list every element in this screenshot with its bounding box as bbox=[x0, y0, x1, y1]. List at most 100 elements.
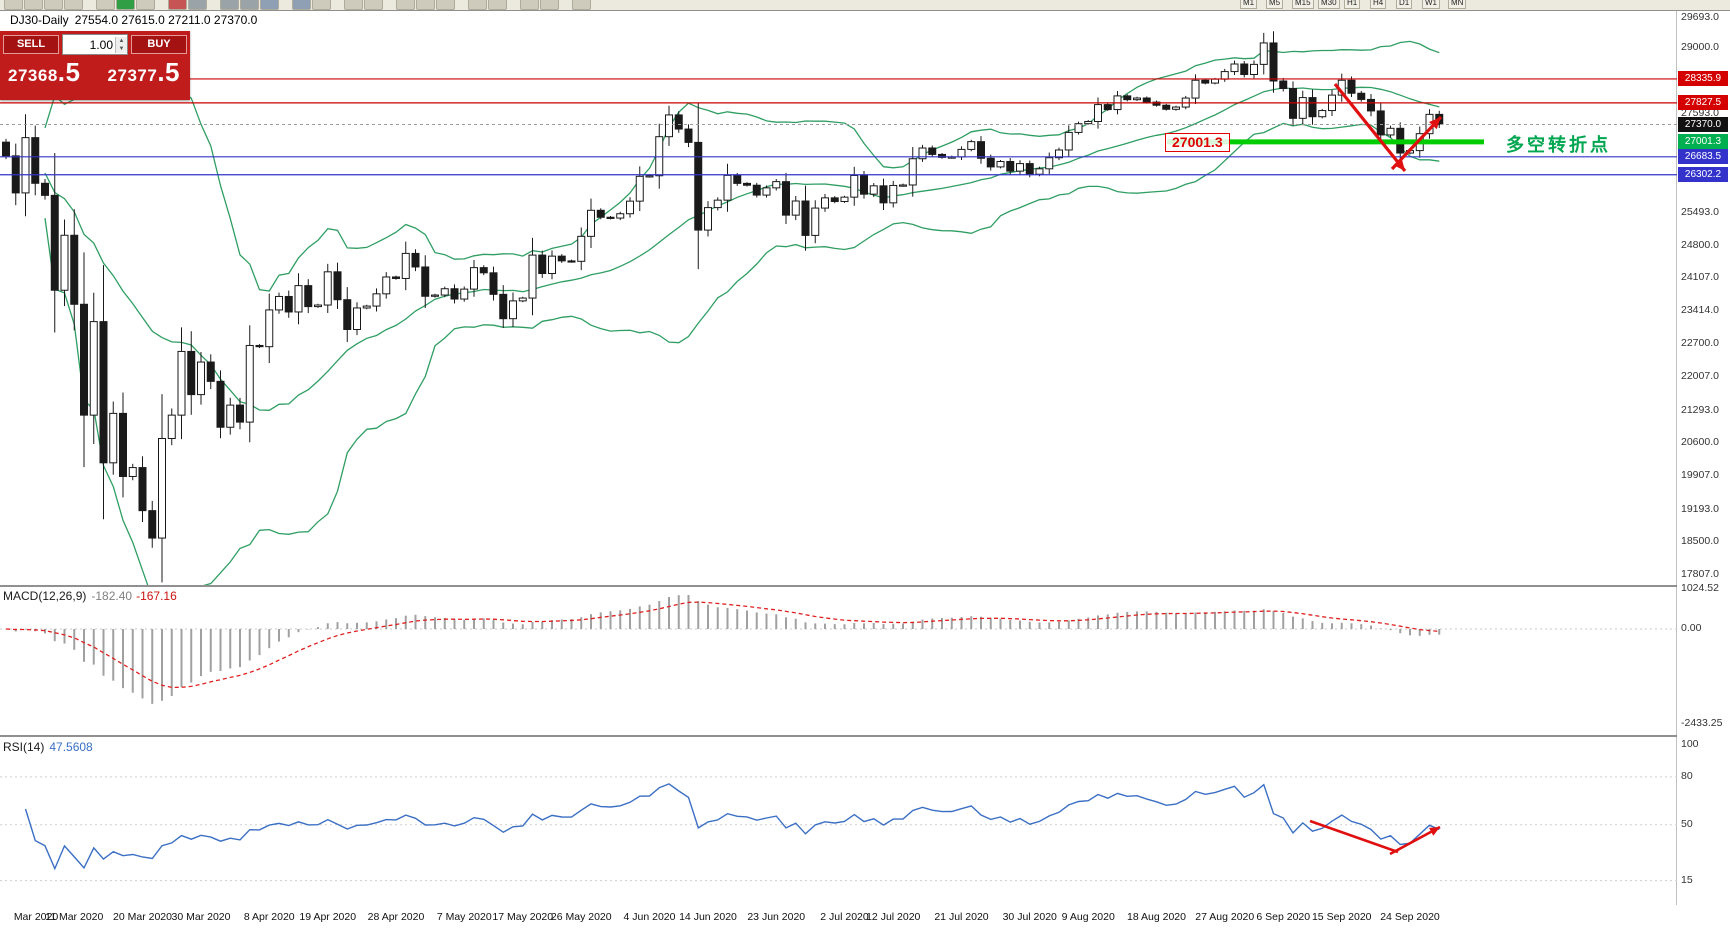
buy-button[interactable]: BUY bbox=[131, 35, 187, 54]
trend-arrow-1[interactable] bbox=[1333, 82, 1407, 173]
top-toolbar: M1 M5 M15 M30 H1 H4 D1 W1 MN bbox=[0, 0, 1730, 11]
timeframe-button-H1[interactable]: H1 bbox=[1344, 0, 1361, 9]
bollinger-middle-band bbox=[44, 86, 1440, 411]
volume-down-icon[interactable]: ▼ bbox=[116, 44, 127, 53]
arrow-tools-icon[interactable] bbox=[540, 0, 559, 10]
date-label: 11 Mar 2020 bbox=[45, 911, 104, 923]
price-badge-28335.9: 28335.9 bbox=[1678, 71, 1728, 87]
rsi-trend-arrow-head bbox=[1429, 827, 1440, 836]
volume-input[interactable] bbox=[63, 37, 115, 52]
rsi-axis-label: 80 bbox=[1681, 769, 1693, 782]
price-tick-label: 29000.0 bbox=[1681, 40, 1719, 53]
zoom-in-icon[interactable] bbox=[260, 0, 279, 10]
timeframe-button-MN[interactable]: MN bbox=[1448, 0, 1467, 9]
metaeditor-icon[interactable] bbox=[136, 0, 155, 10]
price-badge-26683.5: 26683.5 bbox=[1678, 149, 1728, 165]
macd-axis-label: -2433.25 bbox=[1681, 717, 1723, 729]
price-badge-27827.5: 27827.5 bbox=[1678, 95, 1728, 111]
price-tick-label: 22007.0 bbox=[1681, 370, 1719, 383]
price-tick-label: 24107.0 bbox=[1681, 271, 1719, 284]
vline-icon[interactable] bbox=[468, 0, 487, 10]
rsi-indicator-label: RSI(14) 47.5608 bbox=[3, 740, 93, 754]
bollinger-upper-band bbox=[44, 40, 1440, 292]
autotrading-icon[interactable] bbox=[168, 0, 187, 10]
zoom-out-icon[interactable] bbox=[292, 0, 311, 10]
price-tick-label: 29693.0 bbox=[1681, 11, 1719, 23]
date-label: 24 Sep 2020 bbox=[1380, 911, 1440, 923]
panel-separator[interactable] bbox=[0, 735, 1730, 737]
market-watch-icon[interactable] bbox=[44, 0, 63, 10]
timeframe-button-H4[interactable]: H4 bbox=[1370, 0, 1387, 9]
crosshair-icon[interactable] bbox=[396, 0, 415, 10]
trend-arrow-2-head bbox=[1429, 117, 1441, 130]
volume-stepper[interactable]: ▲ ▼ bbox=[62, 34, 128, 55]
panel-separator[interactable] bbox=[0, 585, 1730, 587]
macd-layer bbox=[0, 595, 1677, 704]
timeframe-button-D1[interactable]: D1 bbox=[1396, 0, 1413, 9]
price-tick-label: 23414.0 bbox=[1681, 303, 1719, 316]
date-label: Mar 2020 bbox=[13, 911, 59, 923]
date-label: 15 Sep 2020 bbox=[1311, 911, 1372, 923]
macd-axis-label: 0.00 bbox=[1681, 622, 1702, 634]
symbol-period-label: DJ30-Daily bbox=[10, 13, 69, 27]
terminal-icon[interactable] bbox=[96, 0, 115, 10]
chart-bars-icon[interactable] bbox=[188, 0, 207, 10]
timeframe-button-M5[interactable]: M5 bbox=[1266, 0, 1284, 9]
date-label: 21 Jul 2020 bbox=[934, 911, 989, 923]
rsi-axis-label: 100 bbox=[1681, 738, 1699, 750]
date-label: 19 Apr 2020 bbox=[299, 911, 357, 923]
rsi-line bbox=[24, 783, 1440, 871]
date-label: 30 Jul 2020 bbox=[1002, 911, 1057, 923]
price-tick-label: 17807.0 bbox=[1681, 567, 1719, 580]
rsi-axis-label: 15 bbox=[1681, 873, 1693, 886]
ask-price: 27377.5 bbox=[107, 57, 180, 87]
price-tick-label: 19907.0 bbox=[1681, 469, 1719, 482]
price-tick-label: 22700.0 bbox=[1681, 337, 1719, 350]
chart-line-icon[interactable] bbox=[240, 0, 259, 10]
price-tick-label: 24800.0 bbox=[1681, 238, 1719, 251]
chart-candles-icon[interactable] bbox=[220, 0, 239, 10]
chart-title: DJ30-Daily 27554.0 27615.0 27211.0 27370.… bbox=[10, 13, 257, 27]
timeframe-button-W1[interactable]: W1 bbox=[1422, 0, 1440, 9]
macd-name: MACD(12,26,9) bbox=[3, 589, 87, 603]
date-label: 23 Jun 2020 bbox=[747, 911, 806, 923]
tile-windows-icon[interactable] bbox=[312, 0, 331, 10]
price-tick-label: 25493.0 bbox=[1681, 205, 1719, 218]
period-dropdown-icon[interactable] bbox=[572, 0, 591, 10]
rsi-trend-arrow-1[interactable] bbox=[1309, 819, 1399, 854]
bollinger-bands-layer bbox=[44, 40, 1440, 585]
new-order-icon[interactable] bbox=[116, 0, 135, 10]
price-badge-26302.2: 26302.2 bbox=[1678, 167, 1728, 183]
text-label-icon[interactable] bbox=[520, 0, 539, 10]
rsi-drawings-layer[interactable] bbox=[1309, 819, 1441, 856]
volume-up-icon[interactable]: ▲ bbox=[116, 36, 127, 45]
indicators-list-icon[interactable] bbox=[344, 0, 363, 10]
time-axis[interactable]: Mar 2020 11 Mar 2020 20 Mar 2020 30 Mar 202… bbox=[0, 905, 1730, 933]
macd-histogram bbox=[14, 595, 1441, 704]
drawings-layer[interactable] bbox=[1167, 82, 1484, 173]
new-chart-icon[interactable] bbox=[4, 0, 23, 10]
price-tick-label: 19193.0 bbox=[1681, 502, 1719, 515]
sell-button[interactable]: SELL bbox=[3, 35, 59, 54]
profiles-icon[interactable] bbox=[24, 0, 43, 10]
trend-arrow-2[interactable] bbox=[1390, 115, 1443, 171]
cursor-icon[interactable] bbox=[364, 0, 383, 10]
timeframe-button-M30[interactable]: M30 bbox=[1318, 0, 1340, 9]
hline-icon[interactable] bbox=[436, 0, 455, 10]
date-label: 4 Jun 2020 bbox=[623, 911, 676, 923]
price-axis[interactable]: 29693.0 29000.0 27593.0 25493.0 24800.0 24107… bbox=[1677, 0, 1730, 905]
date-label: 2 Jul 2020 bbox=[820, 911, 869, 923]
macd-indicator-label: MACD(12,26,9) -182.40 -167.16 bbox=[3, 589, 177, 603]
pivot-annotation-text[interactable]: 多空转折点 bbox=[1506, 135, 1611, 155]
timeframe-button-M1[interactable]: M1 bbox=[1240, 0, 1258, 9]
fibonacci-icon[interactable] bbox=[488, 0, 507, 10]
navigator-icon[interactable] bbox=[64, 0, 83, 10]
price-tick-label: 18500.0 bbox=[1681, 535, 1719, 548]
trendline-icon[interactable] bbox=[416, 0, 435, 10]
timeframe-button-M15[interactable]: M15 bbox=[1292, 0, 1314, 9]
pivot-price-label[interactable]: 27001.3 bbox=[1165, 133, 1230, 152]
date-label: 30 Mar 2020 bbox=[171, 911, 231, 923]
date-label: 17 May 2020 bbox=[492, 911, 554, 923]
